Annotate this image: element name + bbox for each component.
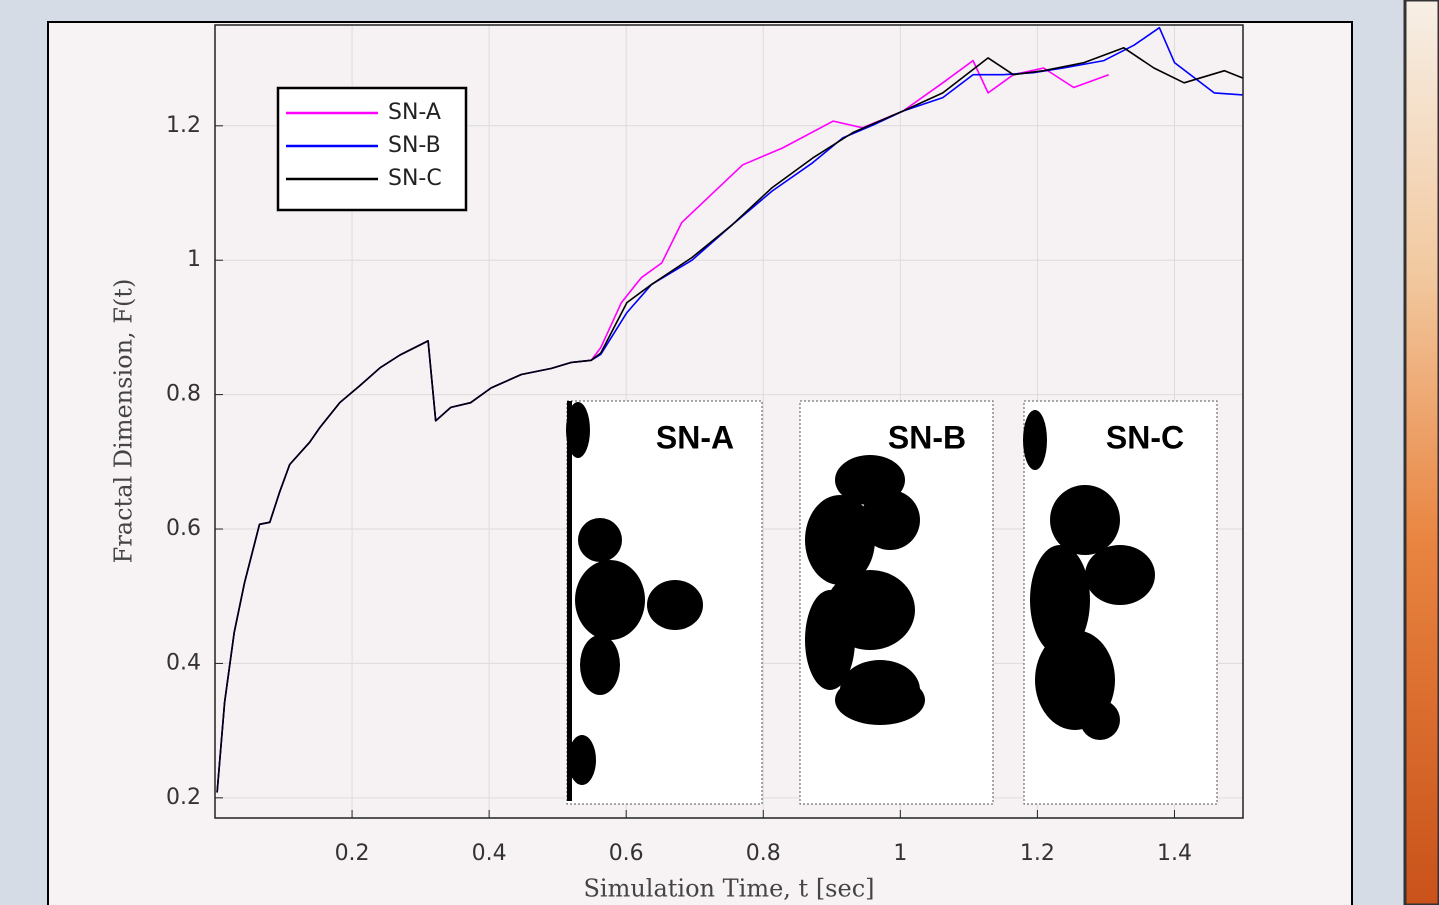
y-tick-label: 0.8 — [166, 382, 201, 407]
x-tick-label: 0.8 — [746, 841, 781, 866]
x-tick-label: 1.4 — [1157, 841, 1192, 866]
x-tick-label: 0.2 — [335, 841, 370, 866]
y-tick-label: 0.6 — [166, 516, 201, 541]
legend-label: SN-C — [388, 166, 442, 191]
x-tick-label: 1 — [893, 841, 907, 866]
inset-label: SN-A — [656, 419, 734, 455]
insets: SN-A SN-B SN-C — [566, 400, 1218, 805]
x-tick-label: 1.2 — [1020, 841, 1055, 866]
y-axis-label: Fractal Dimension, F(t) — [110, 279, 138, 564]
y-tick-label: 1.2 — [166, 113, 201, 138]
inset-label: SN-C — [1106, 419, 1184, 455]
y-tick-label: 0.2 — [166, 785, 201, 810]
series-line — [216, 47, 1244, 793]
legend-box — [276, 86, 468, 212]
x-tick-label: 0.6 — [609, 841, 644, 866]
legend-label: SN-B — [388, 133, 441, 158]
x-axis-label: Simulation Time, t [sec] — [583, 875, 874, 903]
y-tick-label: 1 — [187, 247, 201, 272]
y-tick-label: 0.4 — [166, 650, 201, 675]
inset-label: SN-B — [888, 419, 966, 455]
plot-frame — [214, 24, 1244, 819]
side-image — [1403, 0, 1439, 905]
x-tick-label: 0.4 — [472, 841, 507, 866]
legend-label: SN-A — [388, 100, 441, 125]
blobs — [566, 401, 1155, 801]
